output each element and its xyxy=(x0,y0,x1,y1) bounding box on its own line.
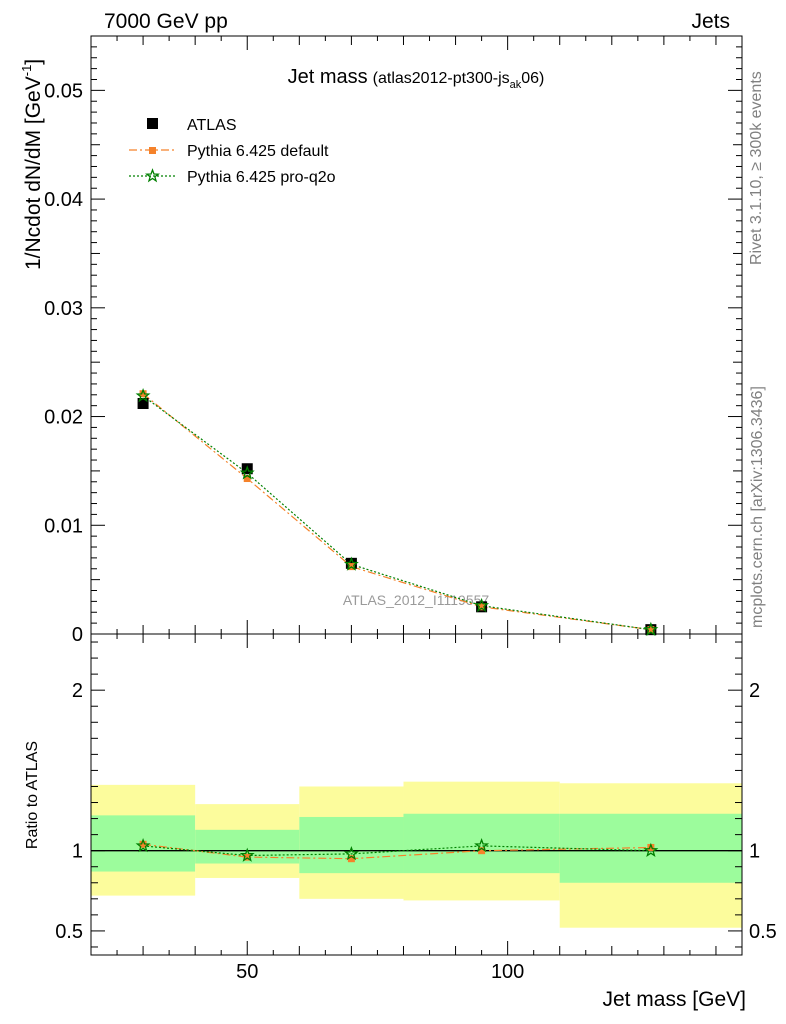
ratio-band-inner xyxy=(403,813,560,874)
ratio-default-point xyxy=(647,843,655,851)
main-y-label-sup: -1 xyxy=(19,65,34,77)
ratio-default-point xyxy=(347,855,355,863)
ratio-proq2o-point xyxy=(643,842,659,858)
header-right: Jets xyxy=(691,10,730,33)
ratio-band-inner xyxy=(299,816,404,874)
pythia-proq2o-point xyxy=(343,556,359,571)
ratio-y-tick-label: 0.5 xyxy=(55,921,83,943)
x-axis-label: Jet mass [GeV] xyxy=(602,988,746,1011)
ratio-y-tick-label: 2 xyxy=(72,680,83,702)
main-y-label-main: 1/Ncdot dN/dM [GeV xyxy=(22,76,45,270)
main-y-tick-label: 0.05 xyxy=(44,80,83,102)
ratio-series-line-1 xyxy=(143,845,651,857)
legend-proq2o-marker xyxy=(145,168,160,183)
main-y-tick-label: 0 xyxy=(72,624,83,646)
ratio-y-tick-label-right: 2 xyxy=(749,680,760,702)
main-y-label: 1/Ncdot dN/dM [GeV-1] xyxy=(19,59,45,270)
pythia-default-point xyxy=(647,626,655,634)
chart-title: Jet mass (atlas2012-pt300-jsak06) xyxy=(288,66,545,91)
rivet-label: Rivet 3.1.10, ≥ 300k events xyxy=(748,71,765,265)
ratio-bands xyxy=(91,781,742,928)
ratio-proq2o-point xyxy=(343,846,359,861)
header-left: 7000 GeV pp xyxy=(104,10,228,33)
pythia-proq2o-point xyxy=(135,388,151,403)
ratio-default-point xyxy=(139,840,147,848)
main-y-tick-label: 0.01 xyxy=(44,515,83,537)
main-y-tick-label: 0.04 xyxy=(44,189,83,211)
watermark: ATLAS_2012_I1119557 xyxy=(343,592,490,608)
mcplots-label: mcplots.cern.ch [arXiv:1306.3436] xyxy=(749,386,766,628)
main-y-tick-label: 0.02 xyxy=(44,407,83,429)
chart-title-main: Jet mass xyxy=(288,66,368,88)
pythia-default-point xyxy=(243,475,251,483)
legend-atlas-marker xyxy=(147,118,158,129)
ratio-y-tick-label: 1 xyxy=(72,841,83,863)
legend-default-label: Pythia 6.425 default xyxy=(187,143,329,160)
pythia-proq2o-point xyxy=(239,465,255,480)
x-tick-label: 100 xyxy=(491,961,524,983)
ratio-proq2o-point xyxy=(135,837,151,853)
x-tick-label: 50 xyxy=(236,961,258,983)
atlas-data-point xyxy=(137,397,149,409)
legend-default-marker xyxy=(149,147,156,154)
chart-subtitle-main: (atlas2012-pt300-js xyxy=(373,70,510,87)
ratio-y-tick-label-right: 0.5 xyxy=(749,921,777,943)
ratio-default-point xyxy=(478,847,486,855)
ratio-proq2o-point xyxy=(474,837,490,853)
pythia-proq2o-point xyxy=(474,597,490,613)
ratio-y-label: Ratio to ATLAS xyxy=(24,741,41,849)
pythia-default-point xyxy=(478,603,486,611)
main-y-tick-label: 0.03 xyxy=(44,298,83,320)
ratio-proq2o-point xyxy=(239,847,255,862)
main-y-label-end: ] xyxy=(22,59,45,65)
ratio-plot-frame xyxy=(90,633,743,956)
chart-subtitle-end: 06) xyxy=(521,70,544,87)
ratio-y-tick-label-right: 1 xyxy=(749,841,760,863)
chart-subtitle-sub: ak xyxy=(510,79,522,91)
legend: ATLAS Pythia 6.425 default Pythia 6.425 … xyxy=(129,117,336,186)
pythia-proq2o-point xyxy=(643,621,659,637)
legend-proq2o-label: Pythia 6.425 pro-q2o xyxy=(187,169,336,186)
ratio-default-point xyxy=(243,853,251,861)
legend-atlas-label: ATLAS xyxy=(187,117,237,134)
pythia-default-point xyxy=(139,390,147,398)
axis-ticks xyxy=(90,35,743,955)
